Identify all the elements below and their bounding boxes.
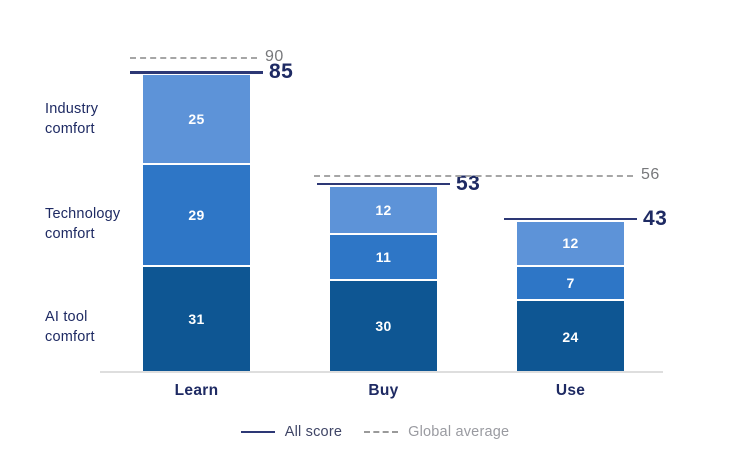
global-average-line-buy-use xyxy=(314,175,633,178)
bar-segment-technology-comfort: 7 xyxy=(517,267,624,302)
category-label-buy: Buy xyxy=(368,382,399,399)
bar-buy: 12 11 30 xyxy=(330,186,437,372)
bar-segment-ai-tool-comfort: 30 xyxy=(330,280,437,372)
x-axis-line xyxy=(100,371,663,373)
bar-use: 12 7 24 xyxy=(517,221,624,372)
legend-label-all-score: All score xyxy=(284,424,343,440)
all-score-value-learn: 85 xyxy=(269,60,294,83)
category-label-learn: Learn xyxy=(174,382,219,399)
legend-label-global-average: Global average xyxy=(408,424,510,440)
bar-segment-industry-comfort: 12 xyxy=(517,221,624,268)
all-score-line-learn xyxy=(130,71,263,74)
bar-segment-industry-comfort: 12 xyxy=(330,186,437,235)
bar-segment-technology-comfort: 11 xyxy=(330,234,437,281)
all-score-line-buy xyxy=(317,182,450,186)
global-average-value-buy-use: 56 xyxy=(641,166,660,184)
row-label-ai-tool-comfort: AI tool comfort xyxy=(45,309,95,345)
global-average-value-learn: 90 xyxy=(265,47,284,65)
bar-learn: 25 29 31 xyxy=(143,75,250,373)
global-average-line-learn xyxy=(130,56,257,59)
bar-segment-ai-tool-comfort: 24 xyxy=(517,301,624,372)
bar-segment-industry-comfort: 25 xyxy=(143,75,250,166)
all-score-line-use xyxy=(504,217,637,221)
all-score-value-buy: 53 xyxy=(456,171,481,195)
dashed-line-swatch-icon xyxy=(364,431,399,433)
legend-item-all-score: All score xyxy=(240,424,343,440)
row-label-industry-comfort: Industry comfort xyxy=(45,101,99,137)
legend-item-global-average: Global average xyxy=(364,424,509,440)
legend: All score Global average xyxy=(0,424,750,440)
row-label-technology-comfort: Technology comfort xyxy=(45,206,121,242)
category-label-use: Use xyxy=(555,382,586,399)
bar-segment-technology-comfort: 29 xyxy=(143,165,250,267)
all-score-value-use: 43 xyxy=(643,206,668,230)
bar-segment-ai-tool-comfort: 31 xyxy=(143,266,250,373)
solid-line-swatch-icon xyxy=(240,431,275,433)
